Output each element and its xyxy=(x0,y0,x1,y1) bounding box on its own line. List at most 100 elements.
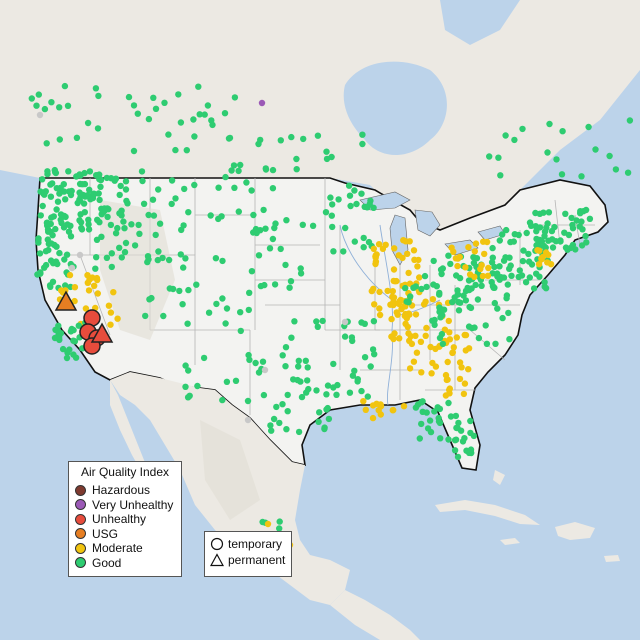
monitor-dot xyxy=(160,312,167,320)
monitor-dot xyxy=(484,272,492,279)
monitor-dot xyxy=(562,210,569,217)
monitor-dot xyxy=(300,135,307,143)
monitor-dot xyxy=(279,352,286,359)
monitor-dot xyxy=(370,245,377,252)
monitor-dot xyxy=(84,119,92,127)
monitor-dot xyxy=(431,321,438,329)
monitor-dot xyxy=(81,169,88,177)
monitor-dot xyxy=(108,263,116,271)
monitor-dot xyxy=(104,213,111,221)
monitor-dot xyxy=(107,221,115,229)
monitor-dot xyxy=(322,209,330,216)
monitor-dot xyxy=(390,406,397,414)
monitor-dot xyxy=(39,176,46,183)
monitor-dot xyxy=(457,427,465,434)
monitor-dot xyxy=(523,229,530,237)
monitor-dot xyxy=(538,255,545,262)
monitor-dot xyxy=(536,210,543,217)
monitor-dot xyxy=(427,428,435,436)
monitor-dot xyxy=(422,332,429,339)
monitor-dot xyxy=(302,357,309,364)
monitor-dot xyxy=(447,260,454,268)
monitor-dot xyxy=(122,186,130,193)
monitor-dot xyxy=(413,349,421,356)
monitor-dot xyxy=(295,357,302,364)
monitor-dot xyxy=(237,161,244,169)
monitor-dot xyxy=(544,259,551,266)
monitor-dot xyxy=(297,270,305,277)
monitor-dot xyxy=(95,92,102,100)
monitor-dot xyxy=(237,327,244,335)
monitor-dot xyxy=(250,211,257,219)
monitor-dot xyxy=(376,288,383,296)
monitor-dot xyxy=(269,235,277,243)
monitor-dot xyxy=(474,296,482,303)
monitor-dot xyxy=(54,198,62,205)
monitor-dot xyxy=(145,211,152,219)
monitor-dot xyxy=(471,248,478,255)
monitor-dot xyxy=(172,146,179,154)
monitor-dot xyxy=(231,184,238,191)
monitor-dot xyxy=(91,282,98,289)
monitor-dot xyxy=(361,354,369,361)
monitor-dot xyxy=(335,196,342,203)
monitor-dot xyxy=(213,300,220,308)
monitor-dot xyxy=(577,210,584,217)
monitor-dot xyxy=(97,176,105,184)
monitor-dot xyxy=(268,427,275,434)
monitor-dot xyxy=(436,334,444,342)
monitor-dot xyxy=(470,259,478,267)
monitor-dot xyxy=(558,171,566,178)
monitor-dot xyxy=(466,303,473,311)
monitor-dot xyxy=(142,312,149,320)
monitor-dot xyxy=(114,224,121,232)
monitor-dot xyxy=(404,250,411,257)
monitor-dot xyxy=(416,274,423,281)
monitor-dot xyxy=(348,334,356,341)
monitor-dot xyxy=(85,226,93,233)
monitor-dot xyxy=(304,377,311,384)
monitor-dot xyxy=(283,217,290,224)
monitor-dot xyxy=(266,245,274,252)
monitor-dot xyxy=(358,387,365,395)
monitor-dot xyxy=(486,153,493,160)
monitor-dot xyxy=(255,369,263,376)
legend-item-good: Good xyxy=(69,556,181,571)
monitor-dot xyxy=(450,344,457,351)
monitor-dot xyxy=(371,351,378,358)
monitor-dot xyxy=(542,249,550,256)
monitor-dot xyxy=(462,297,470,304)
monitor-dot xyxy=(572,246,579,253)
monitor-dot xyxy=(130,102,138,109)
monitor-dot xyxy=(396,335,403,342)
monitor-dot xyxy=(114,315,121,322)
monitor-dot xyxy=(180,222,187,229)
monitor-dot xyxy=(351,187,358,194)
legend-item-moderate: Moderate xyxy=(69,541,181,556)
monitor-dot xyxy=(73,134,81,141)
monitor-dot xyxy=(36,250,44,257)
monitor-dot xyxy=(282,261,289,269)
monitor-dot xyxy=(107,321,114,328)
monitor-dot xyxy=(76,189,83,196)
monitor-dot xyxy=(298,393,306,401)
monitor-dot xyxy=(333,391,340,398)
puerto-rico xyxy=(604,555,620,562)
monitor-dot xyxy=(389,288,396,295)
monitor-dot xyxy=(411,256,418,263)
monitor-dot xyxy=(53,243,60,250)
monitor-dot xyxy=(136,230,143,237)
monitor-dot xyxy=(430,257,437,265)
monitor-dot xyxy=(328,212,335,219)
usg-swatch-icon xyxy=(75,528,86,540)
monitor-dot xyxy=(565,231,573,239)
monitor-dot xyxy=(185,367,192,374)
monitor-dot xyxy=(277,137,284,144)
monitor-dot xyxy=(454,255,462,262)
monitor-dot xyxy=(295,428,303,436)
monitor-dot xyxy=(165,256,173,264)
monitor-dot xyxy=(96,196,103,204)
monitor-dot xyxy=(316,409,323,416)
monitor-dot xyxy=(460,292,467,299)
monitor-dot xyxy=(94,216,101,223)
